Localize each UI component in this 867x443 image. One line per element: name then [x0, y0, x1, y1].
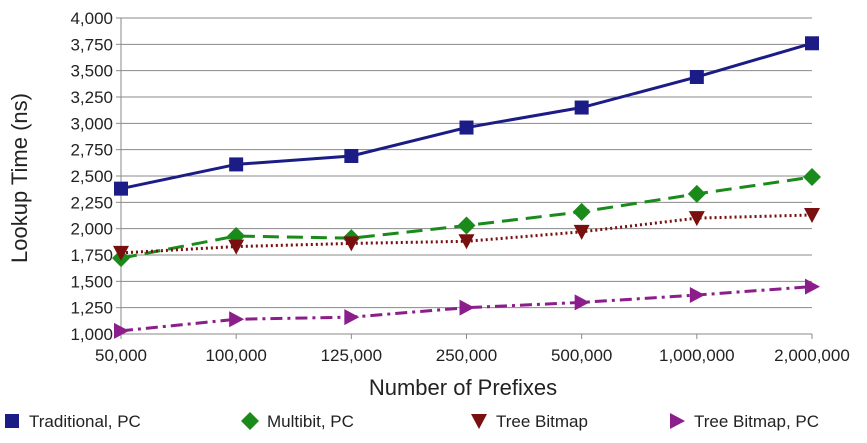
x-tick-label: 100,000 — [205, 346, 266, 365]
y-tick-label: 2,250 — [70, 193, 113, 212]
data-point — [229, 157, 244, 172]
y-axis-title: Lookup Time (ns) — [7, 93, 32, 263]
data-point — [229, 311, 245, 328]
legend-label: Tree Bitmap, PC — [694, 412, 819, 431]
y-tick-label: 2,500 — [70, 167, 113, 186]
y-tick-label: 3,750 — [70, 35, 113, 54]
legend-label: Multibit, PC — [267, 412, 354, 431]
data-point — [228, 239, 245, 255]
data-point — [573, 224, 590, 240]
data-point — [689, 69, 704, 84]
data-point — [458, 234, 475, 250]
x-tick-labels: 50,000 100,000 125,000 250,000 500,000 1,000,… — [95, 346, 850, 365]
legend: Traditional, PC Multibit, PC Tree Bitmap Tr… — [5, 412, 819, 431]
y-tick-label: 1,750 — [70, 246, 113, 265]
series-line-0 — [120, 41, 813, 191]
y-tick-label: 2,750 — [70, 141, 113, 160]
data-point — [805, 36, 819, 51]
data-point — [687, 184, 706, 203]
data-point — [805, 278, 820, 295]
grid-lines — [121, 17, 812, 335]
data-point — [113, 245, 129, 261]
x-tick-label: 125,000 — [321, 346, 382, 365]
data-point — [574, 100, 589, 115]
data-point — [114, 322, 129, 339]
x-axis-title: Number of Prefixes — [369, 375, 557, 400]
y-tick-labels: 1,000 1,250 1,500 1,750 2,000 2,250 2,500 2,750… — [70, 9, 113, 344]
data-point — [803, 168, 821, 187]
data-point — [574, 294, 590, 311]
data-point — [688, 211, 705, 227]
legend-label: Traditional, PC — [29, 412, 141, 431]
y-tick-label: 2,000 — [70, 220, 113, 239]
legend-marker-1 — [241, 412, 259, 430]
series-lines — [120, 41, 813, 333]
axes — [116, 17, 813, 339]
y-tick-label: 3,500 — [70, 62, 113, 81]
x-tick-label: 50,000 — [95, 346, 147, 365]
data-point — [804, 207, 820, 223]
data-point — [114, 181, 128, 196]
x-tick-label: 2,000,000 — [774, 346, 850, 365]
legend-label: Tree Bitmap — [496, 412, 588, 431]
data-point — [572, 202, 591, 221]
y-tick-label: 1,000 — [70, 325, 113, 344]
y-tick-label: 3,250 — [70, 88, 113, 107]
data-point — [459, 299, 475, 316]
data-point — [459, 120, 474, 135]
y-tick-label: 3,000 — [70, 114, 113, 133]
x-tick-label: 1,000,000 — [659, 346, 735, 365]
legend-marker-0 — [5, 414, 19, 428]
data-point — [344, 148, 359, 163]
y-tick-label: 1,250 — [70, 299, 113, 318]
y-tick-label: 1,500 — [70, 272, 113, 291]
data-point — [689, 287, 705, 304]
x-tick-label: 250,000 — [436, 346, 497, 365]
x-tick-label: 500,000 — [551, 346, 612, 365]
data-point — [344, 309, 360, 326]
data-point — [343, 236, 360, 252]
legend-marker-2 — [471, 414, 487, 429]
y-tick-label: 4,000 — [70, 9, 113, 28]
series-markers — [112, 36, 821, 339]
data-point — [457, 216, 476, 235]
legend-marker-3 — [670, 413, 685, 429]
